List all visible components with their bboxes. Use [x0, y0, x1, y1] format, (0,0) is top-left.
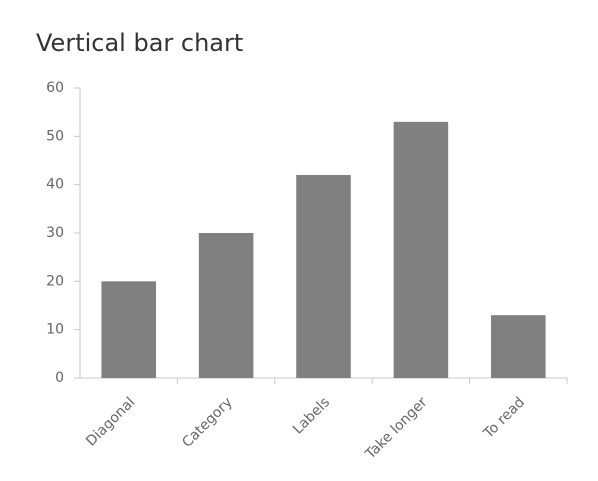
y-tick-label: 10 [46, 322, 64, 338]
y-tick-label: 40 [46, 177, 64, 193]
chart-title: Vertical bar chart [36, 29, 243, 57]
bar [101, 281, 156, 378]
y-tick-label: 30 [46, 225, 64, 241]
bar [491, 315, 546, 378]
bar [198, 233, 254, 378]
y-tick-label: 50 [46, 128, 64, 144]
y-tick-label: 0 [55, 370, 64, 386]
bar [393, 121, 449, 378]
bar [296, 175, 351, 378]
y-tick-label: 20 [46, 273, 64, 289]
y-tick-label: 60 [46, 80, 64, 96]
